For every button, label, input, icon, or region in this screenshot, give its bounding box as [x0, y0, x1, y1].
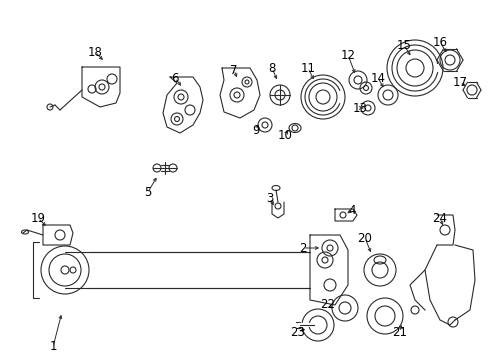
Text: 17: 17 — [451, 76, 467, 89]
Text: 3: 3 — [266, 192, 273, 204]
Text: 22: 22 — [320, 298, 335, 311]
Text: 1: 1 — [49, 341, 57, 354]
Text: 16: 16 — [431, 36, 447, 49]
Text: 7: 7 — [230, 63, 237, 77]
Text: 11: 11 — [300, 62, 315, 75]
Text: 5: 5 — [144, 185, 151, 198]
Text: 24: 24 — [431, 212, 447, 225]
Text: 13: 13 — [352, 102, 366, 114]
Text: 2: 2 — [299, 242, 306, 255]
Text: 20: 20 — [357, 231, 372, 244]
Text: 4: 4 — [347, 203, 355, 216]
Text: 8: 8 — [268, 62, 275, 75]
Text: 15: 15 — [396, 39, 410, 51]
Text: 12: 12 — [340, 49, 355, 62]
Text: 19: 19 — [30, 212, 45, 225]
Text: 6: 6 — [171, 72, 179, 85]
Text: 14: 14 — [370, 72, 385, 85]
Text: 10: 10 — [277, 129, 292, 141]
Text: 9: 9 — [252, 123, 259, 136]
Text: 23: 23 — [290, 325, 305, 338]
Text: 18: 18 — [87, 45, 102, 59]
Text: 21: 21 — [392, 325, 407, 338]
